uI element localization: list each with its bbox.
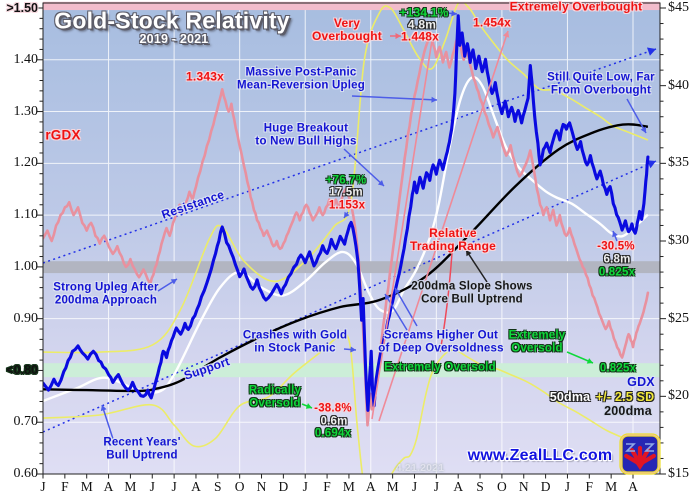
gridlines	[43, 3, 660, 474]
zeal-link[interactable]: www.ZealLLC.com	[467, 447, 613, 465]
extremely-overbought-band	[43, 1, 660, 11]
still-low-arrow	[626, 98, 647, 134]
very-overbought-arrow	[390, 32, 401, 40]
plot-frame	[42, 2, 661, 475]
strong-upleg-arrow	[157, 278, 178, 292]
gain-134-arrow	[446, 10, 458, 17]
panic-fan-arrow-1	[371, 33, 436, 420]
resistance-trendline	[42, 47, 657, 264]
oversold-2021-arrow	[566, 351, 594, 364]
panic-fan-arrow-2	[378, 30, 510, 422]
gdx-50dma-minus-2.5sd-line	[43, 333, 649, 474]
loss-305-arrow	[612, 230, 618, 242]
series-lines	[43, 3, 650, 474]
recent-years-arrow	[100, 404, 114, 440]
range-down-arrow	[438, 252, 453, 353]
support-trendline	[42, 160, 657, 433]
axis-ticks	[37, 7, 666, 479]
upleg-peak-arrow	[343, 211, 350, 219]
screams-arrow-1	[384, 293, 408, 331]
gdx-line	[43, 14, 650, 412]
zeal-logo[interactable]	[619, 433, 661, 475]
huge-breakout-arrow	[343, 148, 385, 187]
radically-arrow	[301, 403, 313, 409]
gdx-50dma-line	[43, 75, 649, 403]
extremely-oversold-band	[43, 363, 660, 378]
dma-slope-arrow	[465, 249, 488, 283]
crashes-arrow	[343, 346, 357, 353]
fair-value-band	[43, 261, 660, 274]
